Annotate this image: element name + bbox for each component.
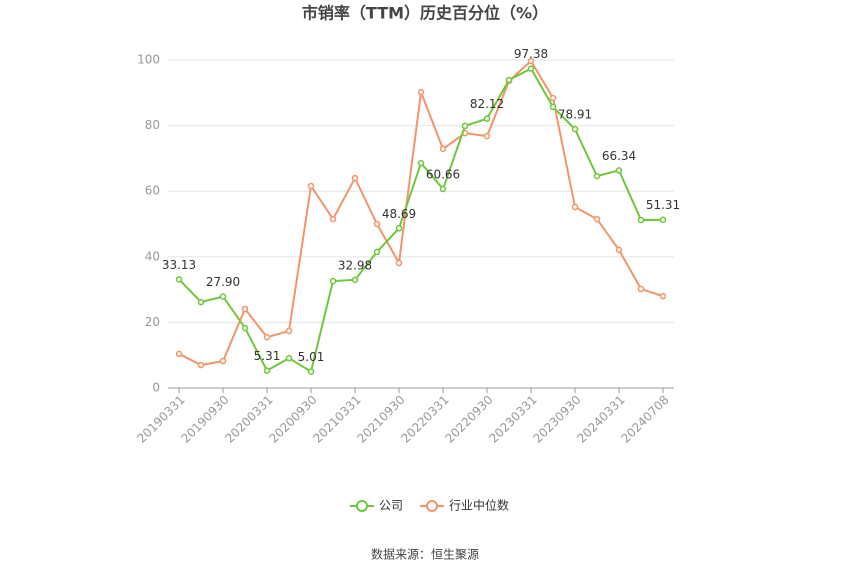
data-label: 66.34 <box>602 149 636 163</box>
data-point <box>593 215 601 223</box>
data-point <box>373 248 381 256</box>
source: 数据来源：恒生聚源 <box>371 547 479 562</box>
data-label: 48.69 <box>382 207 416 221</box>
y-tick-label: 60 <box>145 184 160 198</box>
data-point <box>571 203 579 211</box>
data-point <box>417 159 425 167</box>
data-point <box>197 361 205 369</box>
data-label: 60.66 <box>426 168 460 182</box>
data-point <box>307 182 315 190</box>
y-tick-label: 100 <box>137 53 160 67</box>
data-point <box>483 115 491 122</box>
legend-label: 行业中位数 <box>449 498 509 513</box>
data-point <box>241 324 249 332</box>
data-point <box>241 305 249 313</box>
data-point <box>219 357 227 365</box>
data-point <box>637 216 645 224</box>
data-point <box>351 276 359 284</box>
data-point <box>329 277 337 285</box>
data-point <box>197 298 205 306</box>
data-point <box>549 103 557 111</box>
y-tick-label: 0 <box>152 381 160 395</box>
data-point <box>439 185 447 193</box>
data-label: 51.31 <box>646 198 680 212</box>
chart-title: 市销率（TTM）历史百分位（%） <box>302 4 548 23</box>
data-label: 32.98 <box>338 258 372 272</box>
data-point <box>395 259 403 267</box>
data-point <box>439 145 447 153</box>
data-label: 5.31 <box>254 349 281 363</box>
data-point <box>395 225 403 232</box>
x-tick-label: 20240708 <box>619 393 672 446</box>
data-point <box>373 220 381 228</box>
y-tick-label: 80 <box>145 118 160 132</box>
data-point <box>417 88 425 96</box>
series-line <box>178 59 664 367</box>
data-label: 27.90 <box>206 275 240 289</box>
data-point <box>483 132 491 140</box>
data-point <box>263 367 271 374</box>
legend-marker <box>356 500 368 512</box>
data-point <box>637 285 645 293</box>
data-label: 97.38 <box>514 47 548 61</box>
data-point <box>175 350 183 358</box>
data-label: 5.01 <box>298 350 325 364</box>
data-point <box>593 172 601 180</box>
data-point <box>219 293 227 300</box>
data-point <box>175 276 183 283</box>
data-point <box>461 122 469 130</box>
data-point <box>615 246 623 254</box>
y-tick-label: 40 <box>145 249 160 263</box>
data-point <box>263 333 271 341</box>
data-point <box>351 174 359 182</box>
data-point <box>285 354 293 362</box>
legend-marker <box>426 500 438 512</box>
y-tick-label: 20 <box>145 315 160 329</box>
data-label: 78.91 <box>558 108 592 122</box>
data-point <box>571 125 579 133</box>
data-label: 33.13 <box>162 258 196 272</box>
data-point <box>307 368 315 375</box>
data-point <box>659 292 667 300</box>
data-point <box>549 94 557 102</box>
data-point <box>615 167 623 174</box>
data-point <box>505 76 513 84</box>
data-point <box>329 215 337 223</box>
data-point <box>659 216 667 223</box>
data-point <box>527 57 535 65</box>
legend-label: 公司 <box>379 499 403 513</box>
data-point <box>527 65 535 72</box>
data-point <box>285 327 293 335</box>
data-label: 82.12 <box>470 97 504 111</box>
